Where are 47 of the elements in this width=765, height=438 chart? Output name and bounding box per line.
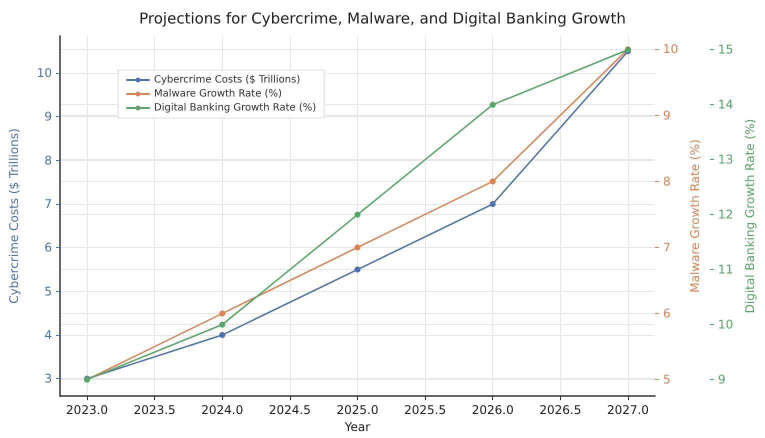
x-tick-label: 2025.0 xyxy=(336,403,378,418)
y-tick-label: 7 xyxy=(44,197,52,212)
y2-tick-label: 9 xyxy=(663,108,671,122)
y3-tick-label: 12 xyxy=(718,208,734,222)
y-tick-label: 6 xyxy=(44,240,52,255)
legend-label: Cybercrime Costs ($ Trillions) xyxy=(154,74,300,86)
y2-tick-label: 6 xyxy=(663,306,671,321)
y-tick-label: 3 xyxy=(44,372,52,386)
legend-label: Digital Banking Growth Rate (%) xyxy=(154,102,316,114)
x-tick-label: 2026.5 xyxy=(539,403,582,418)
y-tick-label: 10 xyxy=(36,66,52,80)
x-tick-label: 2023.5 xyxy=(134,403,176,418)
x-tick-label: 2026.0 xyxy=(472,403,514,418)
legend-label: Malware Growth Rate (%) xyxy=(154,88,282,100)
point xyxy=(354,244,360,250)
y3-tick-label: 9 xyxy=(718,372,726,387)
x-tick-label: 2025.5 xyxy=(404,403,446,418)
y-tick-label: 4 xyxy=(44,328,52,342)
y2-tick-label: 5 xyxy=(663,372,671,387)
y-axis-title: Cybercrime Costs ($ Trillions) xyxy=(7,128,21,304)
y2-axis-title: Malware Growth Rate (%) xyxy=(688,139,702,293)
x-tick-label: 2027.0 xyxy=(606,403,649,418)
point xyxy=(490,178,496,184)
point xyxy=(219,322,226,328)
y-tick-label: 5 xyxy=(44,284,52,298)
y3-tick-label: 14 xyxy=(718,98,734,112)
y3-tick-label: 11 xyxy=(718,262,734,277)
x-axis-title: Year xyxy=(344,420,370,434)
x-tick-label: 2024.0 xyxy=(201,403,244,418)
point xyxy=(219,310,226,317)
y-tick-label: 8 xyxy=(44,153,52,168)
point xyxy=(354,212,360,218)
point xyxy=(354,266,360,273)
x-tick-label: 2024.5 xyxy=(268,403,311,418)
y2-tick-label: 7 xyxy=(663,240,671,254)
y3-axis-title: Digital Banking Growth Rate (%) xyxy=(743,118,758,314)
y3-tick-label: 10 xyxy=(718,318,734,332)
point xyxy=(490,102,496,108)
y2-tick-label: 8 xyxy=(663,174,671,188)
y2-tick-label: 10 xyxy=(663,42,678,56)
point xyxy=(219,332,226,338)
y-tick-label: 9 xyxy=(44,110,52,124)
x-tick-label: 2023.0 xyxy=(66,403,108,418)
y3-tick-label: 15 xyxy=(718,42,734,57)
y3-tick-label: 13 xyxy=(718,152,734,167)
chart-title: Projections for Cybercrime, Malware, and Digital Banking Growth xyxy=(139,10,626,28)
point xyxy=(490,201,496,208)
